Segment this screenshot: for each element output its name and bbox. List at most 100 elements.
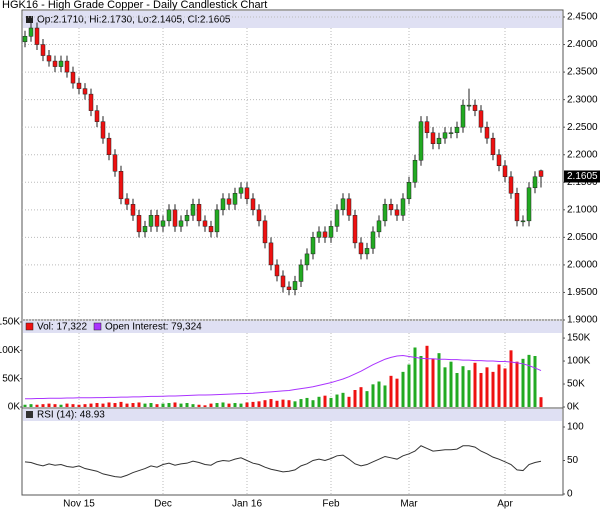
candle-body bbox=[442, 132, 448, 139]
y-tick-label: 100 bbox=[567, 422, 584, 433]
volume-bar bbox=[131, 403, 135, 407]
volume-bar bbox=[59, 404, 63, 407]
candle-body bbox=[82, 88, 88, 95]
candle-body bbox=[196, 204, 202, 222]
volume-bar bbox=[359, 387, 363, 407]
y-tick-label: 2.3500 bbox=[567, 67, 598, 78]
candle-body bbox=[190, 204, 196, 216]
volume-bar bbox=[125, 403, 129, 407]
candle-body bbox=[106, 137, 112, 155]
rsi-legend-band bbox=[23, 409, 562, 421]
volume-bar bbox=[293, 401, 297, 407]
candle-body bbox=[388, 204, 394, 211]
candle-body bbox=[472, 104, 478, 111]
volume-bar bbox=[371, 384, 375, 407]
y-tick-label: 2.0000 bbox=[567, 260, 598, 271]
volume-bar bbox=[533, 356, 537, 407]
candle-body bbox=[244, 187, 250, 200]
candle-body bbox=[118, 171, 124, 200]
candle-body bbox=[286, 286, 292, 290]
y-tick-label: 1.9000 bbox=[567, 315, 598, 326]
rsi-line bbox=[24, 445, 542, 478]
candle-body bbox=[148, 215, 154, 227]
x-tick-label: Jan 16 bbox=[232, 499, 262, 510]
volume-bar bbox=[305, 397, 309, 407]
candle-body bbox=[262, 220, 268, 244]
legend-label: Open Interest: 79,324 bbox=[105, 322, 202, 333]
candle-body bbox=[484, 126, 490, 139]
candle-body bbox=[418, 121, 424, 161]
candle-body bbox=[100, 121, 106, 139]
candle-body bbox=[310, 237, 316, 255]
volume-bar bbox=[311, 400, 315, 407]
candle-body bbox=[490, 137, 496, 155]
volume-bar bbox=[389, 375, 393, 407]
x-tick-label: Apr bbox=[497, 499, 513, 510]
last-price-label: 2.1605 bbox=[567, 171, 598, 182]
volume-bar bbox=[209, 403, 213, 407]
volume-bar bbox=[443, 367, 447, 407]
volume-bar bbox=[449, 361, 453, 407]
volume-bar bbox=[539, 397, 543, 407]
candle-body bbox=[406, 182, 412, 200]
candle-body bbox=[58, 60, 64, 67]
legend-swatch bbox=[93, 322, 102, 331]
y-tick-label: 0 bbox=[567, 489, 573, 500]
volume-bar bbox=[269, 399, 273, 407]
candle-body bbox=[268, 242, 274, 266]
volume-bar bbox=[185, 403, 189, 407]
volume-bar bbox=[485, 367, 489, 407]
volume-bar bbox=[137, 402, 141, 407]
volume-bar bbox=[35, 404, 39, 407]
x-tick-label: Dec bbox=[154, 499, 172, 510]
candle-body bbox=[514, 193, 520, 222]
candle-body bbox=[46, 55, 52, 62]
candle-body bbox=[178, 220, 184, 227]
volume-bar bbox=[503, 368, 507, 407]
volume-bar bbox=[95, 403, 99, 407]
candle-body bbox=[142, 226, 148, 233]
candle-body bbox=[70, 71, 76, 84]
candle-body bbox=[226, 198, 232, 205]
y-tick-label: 2.2500 bbox=[567, 122, 598, 133]
volume-bar bbox=[341, 392, 345, 407]
volume-bar bbox=[161, 403, 165, 407]
candle-body bbox=[280, 275, 286, 288]
y-tick-label: 2.3000 bbox=[567, 94, 598, 105]
volume-bar bbox=[479, 373, 483, 407]
volume-legend-band bbox=[23, 321, 562, 333]
candle-body bbox=[292, 281, 298, 290]
volume-bar bbox=[173, 402, 177, 407]
volume-bar bbox=[47, 403, 51, 407]
candle-body bbox=[208, 226, 214, 233]
candle-body bbox=[238, 187, 244, 194]
candle-body bbox=[526, 187, 532, 222]
last-price-box bbox=[564, 170, 600, 183]
candle-body bbox=[382, 204, 388, 222]
candle-body bbox=[340, 198, 346, 211]
volume-bar bbox=[197, 404, 201, 407]
candle-body bbox=[172, 209, 178, 227]
candle-body bbox=[136, 215, 142, 233]
y-tick-label: 100K bbox=[0, 345, 20, 356]
volume-bar bbox=[413, 347, 417, 407]
volume-bar bbox=[299, 399, 303, 407]
candle-body bbox=[352, 215, 358, 244]
candle-body bbox=[538, 170, 544, 177]
y-tick-label: 50K bbox=[567, 379, 585, 390]
candle-body bbox=[316, 231, 322, 238]
candle-body bbox=[94, 110, 100, 122]
candle-body bbox=[202, 220, 208, 227]
volume-bar bbox=[41, 404, 45, 407]
price-legend-band bbox=[23, 11, 562, 28]
volume-bar bbox=[179, 403, 183, 407]
volume-bar bbox=[353, 390, 357, 407]
volume-bar bbox=[251, 401, 255, 407]
volume-bar bbox=[407, 364, 411, 407]
volume-bar bbox=[77, 404, 81, 407]
candle-body bbox=[322, 231, 328, 238]
volume-bar bbox=[155, 404, 159, 407]
candle-body bbox=[328, 226, 334, 238]
candle-body bbox=[436, 137, 442, 144]
candle-body bbox=[130, 204, 136, 216]
